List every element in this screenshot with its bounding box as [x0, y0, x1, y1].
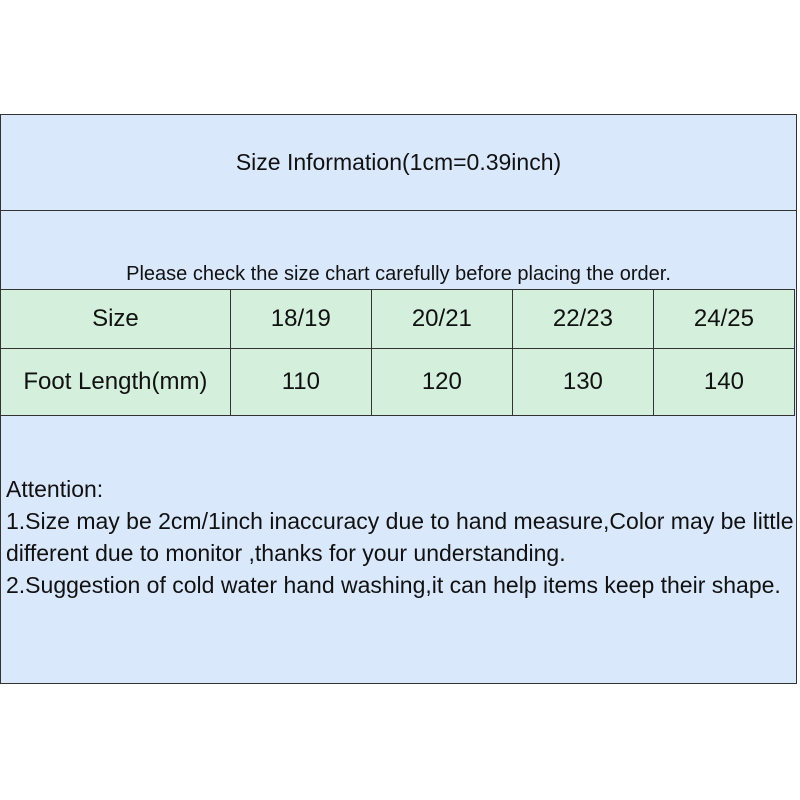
table-cell: Foot Length(mm): [0, 348, 231, 416]
order-note: Please check the size chart carefully be…: [126, 263, 671, 285]
attention-heading: Attention:: [6, 476, 104, 502]
table-cell: 130: [511, 348, 654, 416]
table-cell: 22/23: [511, 289, 654, 349]
table-cell: Size: [0, 289, 231, 349]
attention-line: 2.Suggestion of cold water hand washing,…: [6, 572, 781, 598]
table-row: Foot Length(mm) 110 120 130 140: [0, 348, 796, 416]
table-cell: 18/19: [229, 289, 372, 349]
attention-section: Attention: 1.Size may be 2cm/1inch inacc…: [6, 473, 796, 601]
table-cell: 120: [370, 348, 513, 416]
attention-line: 1.Size may be 2cm/1inch inaccuracy due t…: [6, 508, 794, 566]
table-cell: 20/21: [370, 289, 513, 349]
table-cell: 140: [652, 348, 796, 416]
size-info-panel: Size Information(1cm=0.39inch) Please ch…: [0, 114, 797, 684]
size-table: Size 18/19 20/21 22/23 24/25 Foot Length…: [0, 289, 796, 416]
table-cell: 24/25: [652, 289, 796, 349]
table-cell: 110: [229, 348, 372, 416]
page-title: Size Information(1cm=0.39inch): [1, 115, 796, 211]
table-row: Size 18/19 20/21 22/23 24/25: [0, 289, 796, 349]
